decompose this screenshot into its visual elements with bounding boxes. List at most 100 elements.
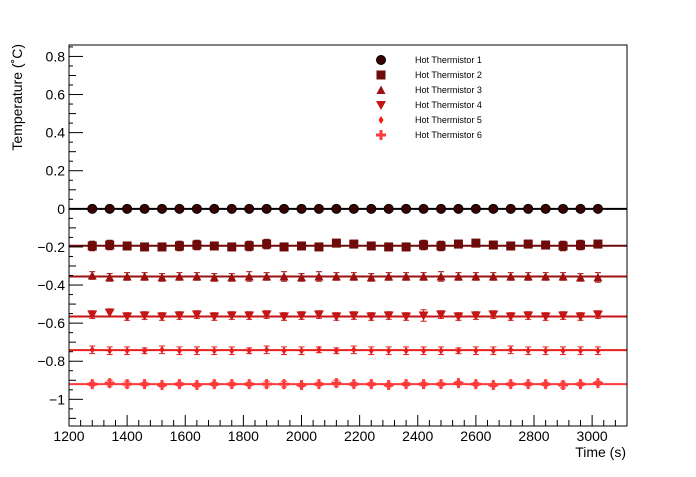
data-point [142,346,148,355]
x-tick-label: 3000 [577,428,608,444]
data-point [401,312,412,322]
y-tick-label: 0 [57,201,65,217]
data-point [140,271,150,281]
data-point [575,312,586,322]
y-tick-label: −0.8 [37,353,65,369]
data-point [139,379,150,390]
data-point [575,379,586,390]
legend-marker [376,70,386,80]
data-point [261,379,272,390]
data-point [419,271,429,281]
x-tick-label: 1600 [170,428,201,444]
data-point [296,203,307,214]
data-point [331,203,342,214]
x-tick-label: 2600 [460,428,491,444]
data-point [87,379,98,390]
data-point [279,312,290,322]
data-point [366,379,377,390]
data-point [386,346,392,355]
data-point [505,203,516,214]
data-point [453,271,463,281]
data-point [558,311,569,321]
legend-label: Hot Thermistor 3 [415,85,482,95]
data-point [403,346,409,355]
data-point [191,203,202,214]
data-point [261,310,272,320]
data-point [505,312,516,322]
data-point [333,346,339,355]
data-point [209,203,220,214]
y-tick-label: −0.6 [37,315,65,331]
data-point [401,379,412,390]
data-point [578,346,583,355]
data-point [368,346,374,355]
data-point [299,346,304,355]
data-point [558,241,568,251]
y-tick-label: 0.2 [46,163,66,179]
plot-frame [68,44,628,427]
data-point [87,203,98,214]
data-point [279,203,290,214]
data-point [470,311,481,321]
data-point [384,271,394,281]
data-point [281,346,287,355]
data-point [316,345,322,354]
data-point [244,271,254,281]
y-tick-label: −0.2 [37,239,65,255]
data-point [401,203,412,214]
data-point [471,271,481,281]
data-point [262,239,272,249]
data-point [174,203,185,214]
data-point [174,379,185,390]
data-point [418,311,429,321]
data-point [104,378,115,389]
legend-marker [378,116,384,124]
legend-label: Hot Thermistor 2 [415,70,482,80]
fit-lines [69,207,627,386]
data-point [157,380,167,391]
data-point [488,203,499,214]
data-point [209,379,220,390]
series-hot-thermistor-5 [89,345,601,356]
data-point [575,203,586,214]
data-point [453,239,463,249]
data-point [384,242,394,252]
data-point [593,239,603,249]
data-point [525,346,531,355]
data-point [246,346,252,355]
data-point [211,346,217,355]
data-point [261,203,272,214]
data-point [139,203,150,214]
y-tick-label: 0.8 [46,48,66,64]
data-point [191,310,202,320]
x-axis-title: Time (s) [575,444,626,460]
data-point [159,345,165,354]
data-point [349,271,359,281]
data-point [436,379,446,390]
series-hot-thermistor-6 [87,378,603,391]
data-point [473,346,479,355]
data-point [313,203,324,214]
data-point [174,241,184,251]
data-point [436,310,446,320]
data-point [436,241,446,251]
data-point [157,312,167,322]
data-point [227,272,237,282]
data-point [194,346,200,355]
data-point [279,379,290,390]
data-point [124,346,130,355]
y-axis: −1 −0.8 −0.6 −0.4 −0.2 0 0.2 0.4 0.6 0.8 [37,46,83,419]
data-point [401,242,411,252]
data-point [140,242,150,252]
data-point [418,203,429,214]
data-point [139,311,150,321]
data-point [455,346,461,355]
data-point [418,379,429,390]
data-point [209,241,219,251]
data-point [366,203,377,214]
data-point [348,203,359,214]
legend-marker [376,55,386,65]
data-point [560,346,566,355]
